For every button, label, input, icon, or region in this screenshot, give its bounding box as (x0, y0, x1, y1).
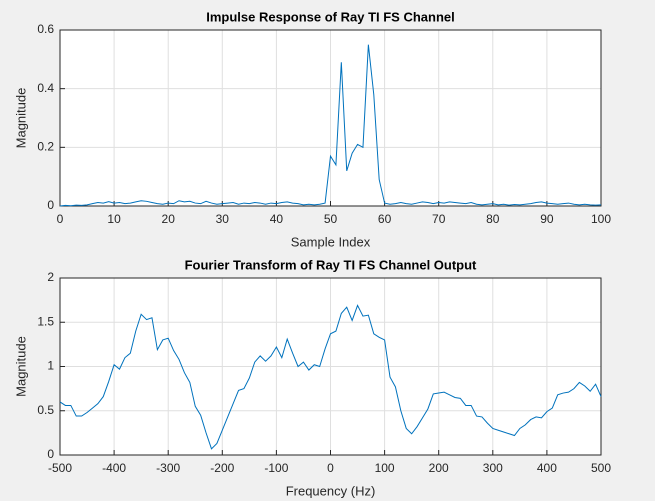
x-tick-label: 60 (378, 212, 392, 226)
data-line (59, 44, 602, 207)
y-tick-label: 0 (47, 198, 54, 212)
x-tick-label: -400 (102, 461, 126, 475)
x-tick-label: 90 (540, 212, 554, 226)
x-tick-label: 20 (162, 212, 176, 226)
x-tick-label: -200 (210, 461, 234, 475)
axes-box (59, 29, 602, 207)
x-tick-label: 70 (432, 212, 446, 226)
x-tick-label: -500 (48, 461, 72, 475)
x-tick-label: 400 (537, 461, 557, 475)
x-tick-label: 80 (486, 212, 500, 226)
y-tick-label: 0.6 (37, 22, 54, 36)
y-axis-label: Magnitude (13, 88, 28, 149)
x-tick-label: 0 (57, 212, 64, 226)
data-line (59, 304, 602, 450)
x-tick-label: 10 (107, 212, 121, 226)
x-tick-label: 30 (216, 212, 230, 226)
y-tick-label: 2 (47, 270, 54, 284)
x-axis-label: Sample Index (291, 234, 371, 249)
chart-title: Impulse Response of Ray TI FS Channel (206, 9, 455, 24)
y-tick-label: 0.4 (37, 81, 54, 95)
y-tick-label: 1.5 (37, 314, 54, 328)
x-tick-label: 0 (327, 461, 334, 475)
y-tick-label: 1 (47, 359, 54, 373)
x-tick-label: 40 (270, 212, 284, 226)
x-tick-label: -100 (264, 461, 288, 475)
axes-box (59, 277, 602, 456)
x-tick-label: 500 (591, 461, 611, 475)
x-tick-label: 300 (483, 461, 503, 475)
y-axis-label: Magnitude (13, 336, 28, 397)
y-tick-label: 0.5 (37, 403, 54, 417)
chart-title: Fourier Transform of Ray TI FS Channel O… (185, 257, 477, 272)
x-tick-label: -300 (156, 461, 180, 475)
y-tick-label: 0 (47, 447, 54, 461)
x-tick-label: 200 (429, 461, 449, 475)
x-tick-label: 100 (375, 461, 395, 475)
y-tick-label: 0.2 (37, 140, 54, 154)
x-tick-label: 100 (591, 212, 611, 226)
x-tick-label: 50 (324, 212, 338, 226)
x-axis-label: Frequency (Hz) (286, 483, 376, 498)
